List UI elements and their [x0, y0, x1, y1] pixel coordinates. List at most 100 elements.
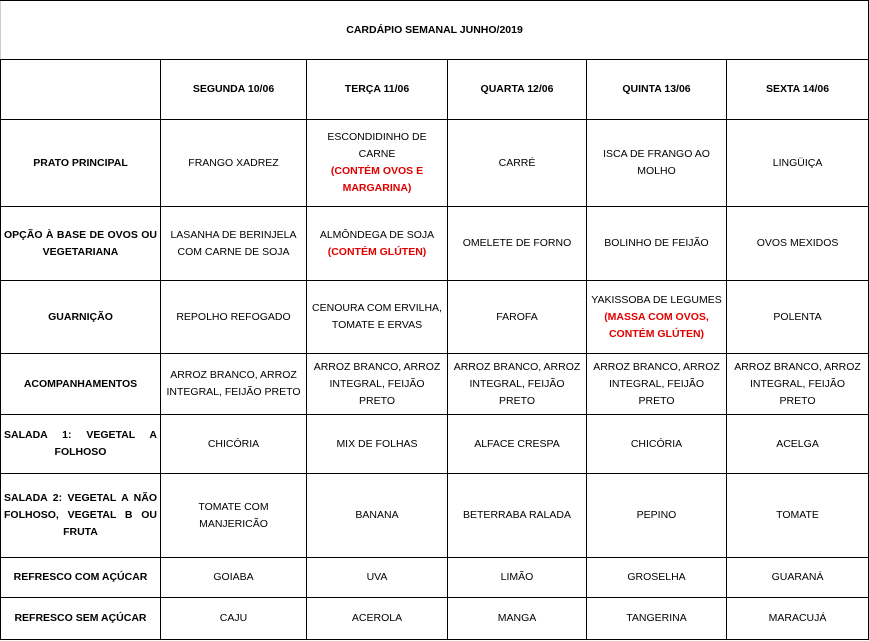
- dish-name: ARROZ BRANCO, ARROZ INTEGRAL, FEIJÃO PRE…: [166, 369, 301, 398]
- menu-cell: PEPINO: [586, 473, 727, 558]
- dish-name: ACEROLA: [351, 612, 403, 624]
- dish-name: ARROZ BRANCO, ARROZ INTEGRAL, FEIJÃO PRE…: [593, 360, 720, 407]
- menu-cell: BOLINHO DE FEIJÃO: [586, 206, 727, 281]
- row-label: REFRESCO SEM AÇÚCAR: [0, 597, 161, 640]
- dish-name: ARROZ BRANCO, ARROZ INTEGRAL, FEIJÃO PRE…: [313, 360, 441, 407]
- menu-cell: MARACUJÁ: [725, 597, 869, 640]
- menu-cell: YAKISSOBA DE LEGUMES (MASSA COM OVOS, CON…: [586, 280, 727, 354]
- menu-cell: ARROZ BRANCO, ARROZ INTEGRAL, FEIJÃO PRE…: [725, 353, 869, 415]
- dish-name: TANGERINA: [626, 612, 687, 624]
- dish-name: ISCA DE FRANGO AO MOLHO: [603, 148, 710, 177]
- dish-name: CARRÉ: [498, 156, 536, 169]
- dish-name: MIX DE FOLHAS: [336, 437, 418, 450]
- menu-cell: ARROZ BRANCO, ARROZ INTEGRAL, FEIJÃO PRE…: [306, 353, 448, 415]
- title-row: CARDÁPIO SEMANAL JUNHO/2019: [0, 0, 869, 60]
- dish-name: LASANHA DE BERINJELA COM CARNE DE SOJA: [170, 228, 297, 258]
- dish-name: OMELETE DE FORNO: [462, 237, 572, 249]
- menu-cell: CENOURA COM ERVILHA, TOMATE E ERVAS: [306, 280, 448, 354]
- menu-cell: OMELETE DE FORNO: [447, 206, 587, 281]
- day-header: TERÇA 11/06: [306, 59, 448, 120]
- menu-cell: GROSELHA: [586, 557, 727, 598]
- menu-row: SALADA 2: VEGETAL A NÃO FOLHOSO, VEGETAL…: [0, 473, 869, 558]
- day-header: SEXTA 14/06: [725, 59, 869, 120]
- dish-name: TOMATE: [776, 509, 819, 521]
- menu-cell: MIX DE FOLHAS: [306, 414, 448, 474]
- dish-name: UVA: [366, 571, 388, 583]
- row-label: ACOMPANHAMENTOS: [0, 353, 161, 415]
- dish-name: CHICÓRIA: [207, 437, 260, 450]
- row-label: PRATO PRINCIPAL: [0, 119, 161, 207]
- menu-cell: BANANA: [306, 473, 448, 558]
- menu-cell: UVA: [306, 557, 448, 598]
- menu-cell: TANGERINA: [586, 597, 727, 640]
- menu-title: CARDÁPIO SEMANAL JUNHO/2019: [0, 0, 869, 60]
- dish-name: ACELGA: [776, 437, 819, 450]
- menu-cell: TOMATE COM MANJERICÃO: [160, 473, 307, 558]
- menu-row: SALADA 1: VEGETAL A FOLHOSO CHICÓRIA MIX D…: [0, 414, 869, 474]
- menu-cell: LASANHA DE BERINJELA COM CARNE DE SOJA: [160, 206, 307, 281]
- menu-cell: REPOLHO REFOGADO: [160, 280, 307, 354]
- dish-name: ARROZ BRANCO, ARROZ INTEGRAL, FEIJÃO PRE…: [734, 360, 861, 407]
- row-label: REFRESCO COM AÇÚCAR: [0, 557, 161, 598]
- menu-row: GUARNIÇÃO REPOLHO REFOGADO CENOURA COM ERV…: [0, 280, 869, 354]
- menu-row: OPÇÃO À BASE DE OVOS OU VEGETARIANA LASAN…: [0, 206, 869, 281]
- dish-name: FAROFA: [496, 310, 538, 323]
- dish-name: LINGÜIÇA: [772, 156, 823, 169]
- dish-name: GROSELHA: [627, 571, 686, 583]
- header-row: SEGUNDA 10/06 TERÇA 11/06 QUARTA 12/06 Q…: [0, 59, 869, 120]
- menu-cell: ISCA DE FRANGO AO MOLHO: [586, 119, 727, 207]
- menu-cell: MANGA: [447, 597, 587, 640]
- menu-cell: GUARANÁ: [725, 557, 869, 598]
- dish-name: BETERRABA RALADA: [463, 509, 571, 521]
- dish-name: FRANGO XADREZ: [188, 156, 279, 169]
- corner-cell: [0, 59, 161, 120]
- dish-name: CAJU: [219, 612, 248, 624]
- menu-cell: CARRÉ: [447, 119, 587, 207]
- menu-row: REFRESCO COM AÇÚCAR GOIABA UVA LIMÃO GROSELH…: [0, 557, 869, 598]
- dish-name: GUARANÁ: [771, 571, 824, 583]
- allergen-note: (CONTÉM GLÚTEN): [327, 245, 427, 258]
- day-header: QUINTA 13/06: [586, 59, 727, 120]
- row-label: SALADA 2: VEGETAL A NÃO FOLHOSO, VEGETAL…: [0, 473, 161, 558]
- menu-row: ACOMPANHAMENTOS ARROZ BRANCO, ARROZ INTEG…: [0, 353, 869, 415]
- row-label: GUARNIÇÃO: [0, 280, 161, 354]
- dish-name: POLENTA: [773, 310, 822, 323]
- dish-name: MARACUJÁ: [768, 612, 827, 624]
- dish-name: ALFACE CRESPA: [474, 437, 560, 450]
- menu-cell: BETERRABA RALADA: [447, 473, 587, 558]
- menu-cell: POLENTA: [725, 280, 869, 354]
- dish-name: GOIABA: [213, 571, 254, 583]
- menu-row: REFRESCO SEM AÇÚCAR CAJU ACEROLA MANGA TANGE…: [0, 597, 869, 640]
- dish-name: CENOURA COM ERVILHA, TOMATE E ERVAS: [312, 302, 442, 331]
- menu-row: PRATO PRINCIPAL FRANGO XADREZ ESCONDIDINHO…: [0, 119, 869, 207]
- menu-cell: CAJU: [160, 597, 307, 640]
- allergen-note: (CONTÉM OVOS E MARGARINA): [330, 165, 424, 194]
- dish-name: ESCONDIDINHO DE CARNE: [327, 131, 427, 160]
- dish-name: BOLINHO DE FEIJÃO: [604, 237, 709, 249]
- menu-cell: OVOS MEXIDOS: [725, 206, 869, 281]
- dish-name: PEPINO: [636, 509, 677, 521]
- menu-cell: CHICÓRIA: [586, 414, 727, 474]
- menu-cell: ALMÔNDEGA DE SOJA (CONTÉM GLÚTEN): [306, 206, 448, 281]
- dish-name: TOMATE COM MANJERICÃO: [198, 500, 269, 530]
- day-header: SEGUNDA 10/06: [160, 59, 307, 120]
- menu-cell: ALFACE CRESPA: [447, 414, 587, 474]
- allergen-note: (MASSA COM OVOS, CONTÉM GLÚTEN): [604, 310, 709, 340]
- dish-name: YAKISSOBA DE LEGUMES: [591, 293, 722, 306]
- menu-cell: LINGÜIÇA: [725, 119, 869, 207]
- menu-cell: FRANGO XADREZ: [160, 119, 307, 207]
- menu-cell: ESCONDIDINHO DE CARNE (CONTÉM OVOS E MARG…: [306, 119, 448, 207]
- menu-cell: GOIABA: [160, 557, 307, 598]
- row-label: OPÇÃO À BASE DE OVOS OU VEGETARIANA: [0, 206, 161, 281]
- menu-cell: CHICÓRIA: [160, 414, 307, 474]
- dish-name: MANGA: [497, 612, 537, 624]
- dish-name: OVOS MEXIDOS: [756, 237, 839, 249]
- menu-cell: FAROFA: [447, 280, 587, 354]
- menu-cell: ARROZ BRANCO, ARROZ INTEGRAL, FEIJÃO PRE…: [447, 353, 587, 415]
- row-label: SALADA 1: VEGETAL A FOLHOSO: [0, 414, 161, 474]
- dish-name: BANANA: [355, 509, 399, 521]
- menu-cell: ARROZ BRANCO, ARROZ INTEGRAL, FEIJÃO PRE…: [160, 353, 307, 415]
- menu-cell: TOMATE: [725, 473, 869, 558]
- menu-cell: LIMÃO: [447, 557, 587, 598]
